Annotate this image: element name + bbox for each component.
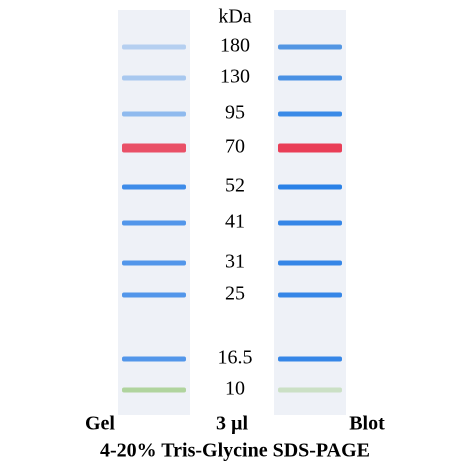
gel-band: [122, 44, 186, 50]
blot-band: [278, 220, 342, 226]
gel-band: [122, 356, 186, 362]
marker-label: 10: [225, 378, 245, 400]
blot-band: [278, 44, 342, 50]
marker-label: 70: [225, 136, 245, 158]
volume-label: 3 µl: [216, 413, 249, 435]
marker-label: 16.5: [218, 347, 253, 369]
blot-band: [278, 292, 342, 298]
marker-label: 130: [220, 66, 250, 88]
blot-label: Blot: [349, 413, 385, 435]
gel-label: Gel: [85, 413, 115, 435]
caption: 4-20% Tris-Glycine SDS-PAGE: [100, 440, 370, 462]
marker-label: 25: [225, 283, 245, 305]
gel-lane: [118, 10, 190, 415]
marker-label: 52: [225, 175, 245, 197]
blot-band: [278, 387, 342, 393]
gel-band: [122, 387, 186, 393]
blot-band: [278, 260, 342, 266]
gel-band: [122, 260, 186, 266]
blot-band: [278, 111, 342, 117]
marker-label: 95: [225, 102, 245, 124]
marker-label: 41: [225, 211, 245, 233]
blot-band: [278, 75, 342, 81]
marker-label: 180: [220, 35, 250, 57]
blot-band: [278, 184, 342, 190]
gel-band: [122, 220, 186, 226]
blot-band: [278, 356, 342, 362]
gel-band: [122, 143, 186, 153]
blot-band: [278, 143, 342, 153]
marker-label: 31: [225, 251, 245, 273]
gel-band: [122, 292, 186, 298]
blot-lane: [274, 10, 346, 415]
unit-label: kDa: [218, 6, 251, 28]
gel-band: [122, 184, 186, 190]
gel-band: [122, 111, 186, 117]
gel-band: [122, 75, 186, 81]
